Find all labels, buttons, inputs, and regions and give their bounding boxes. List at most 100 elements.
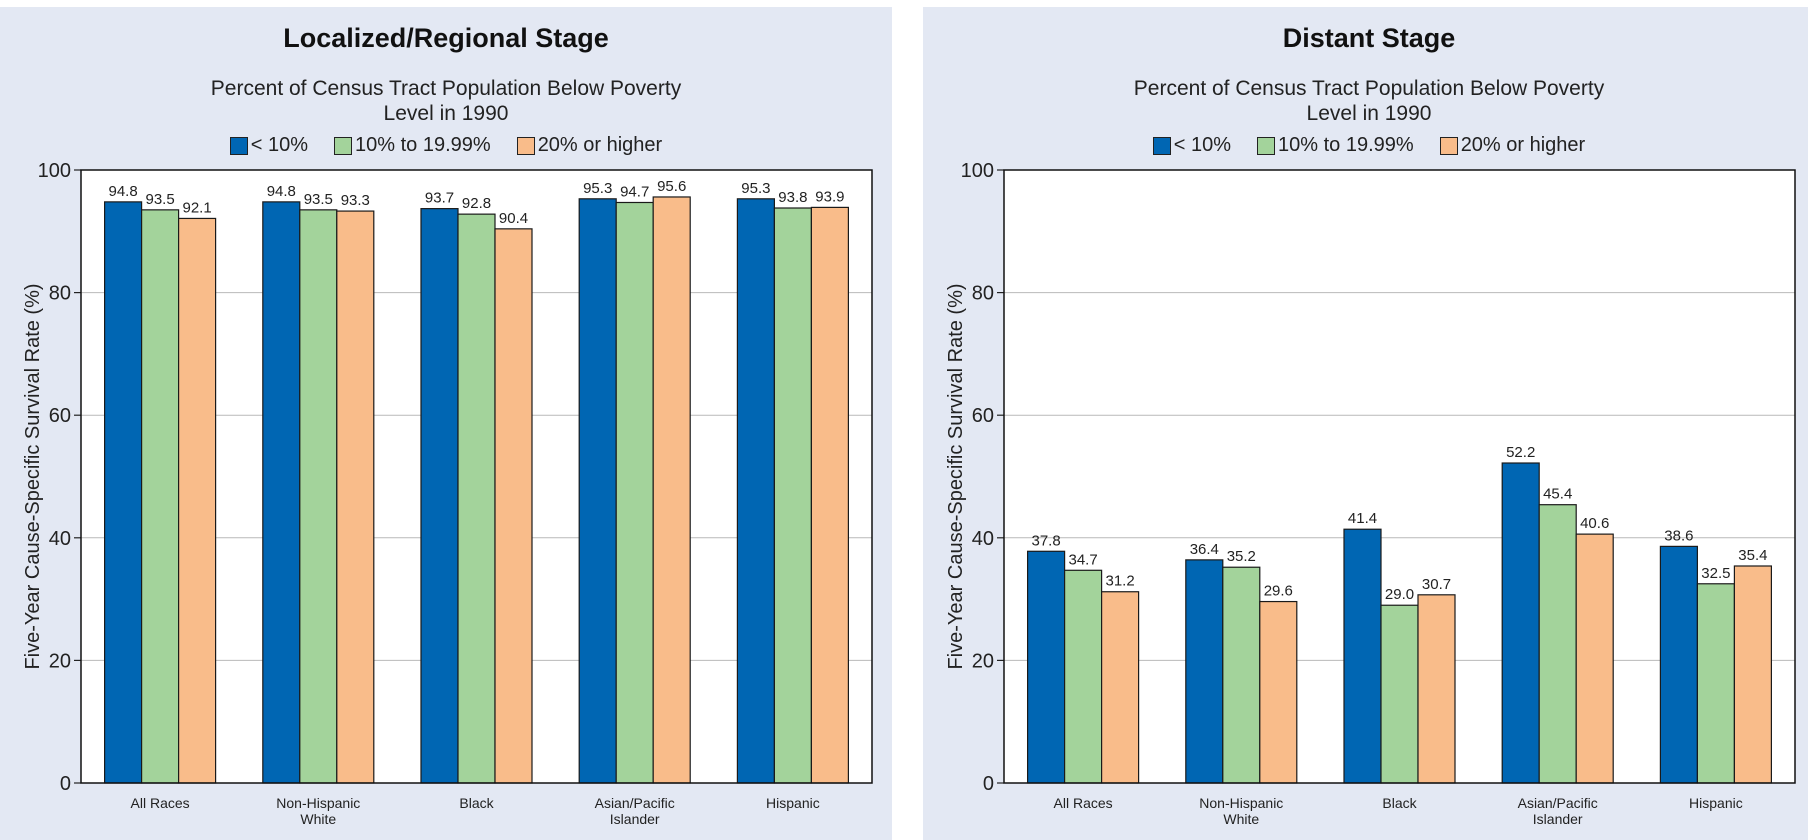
chart-svg-distant: 0 20 40 60 80 100 Five-Year Cause-Specific Sur… (945, 160, 1796, 827)
data-label: 41.4 (1348, 510, 1377, 527)
bar (1101, 591, 1140, 784)
data-label: 52.2 (1506, 444, 1535, 461)
legend-label: 10% to 19.99% (1278, 134, 1414, 156)
data-label: 94.8 (108, 183, 137, 200)
y-tick-label: 80 (972, 283, 994, 305)
bar (1026, 550, 1066, 784)
x-tick-label-line: Asian/Pacific (1518, 795, 1598, 811)
data-label: 38.6 (1664, 527, 1693, 544)
data-label: 93.7 (425, 190, 454, 207)
chart-panel-distant: 0 20 40 60 80 100 Five-Year Cause-Specific Sur… (923, 7, 1808, 840)
legend-label: < 10% (1173, 134, 1232, 156)
bar (1343, 528, 1382, 784)
legend-item: 10% to 19.99% (334, 134, 491, 157)
data-label: 37.8 (1031, 532, 1060, 549)
y-tick-label: 60 (972, 405, 994, 427)
data-label: 90.4 (499, 210, 528, 227)
data-label: 93.3 (341, 192, 370, 209)
x-tick-label-line: Non-Hispanic (1199, 795, 1283, 811)
data-label: 36.4 (1190, 541, 1219, 558)
data-label: 30.7 (1422, 576, 1451, 593)
data-label: 93.8 (778, 189, 807, 206)
y-tick-label: 100 (38, 160, 71, 182)
data-label: 45.4 (1543, 486, 1572, 503)
x-tick-label: Non-Hispanic White (1199, 795, 1283, 827)
bar (299, 209, 338, 784)
data-label: 93.5 (145, 191, 174, 208)
bar (1417, 594, 1456, 784)
y-tick-label: 20 (972, 650, 994, 672)
legend-swatch (516, 136, 535, 155)
bar (736, 198, 776, 784)
x-tick-label-line: Non-Hispanic (276, 795, 360, 811)
plot-border (1003, 169, 1796, 784)
x-tick-label: Asian/Pacific Islander (595, 795, 675, 827)
legend-item: < 10% (229, 134, 309, 157)
chart-title: Distant Stage (1282, 23, 1456, 53)
y-tick-label: 0 (60, 773, 71, 795)
x-tick-label-line: All Races (1054, 795, 1113, 811)
bar (810, 206, 850, 784)
data-label: 95.3 (583, 180, 612, 197)
bar (615, 201, 654, 784)
plot-border (80, 169, 873, 784)
bar (178, 217, 217, 784)
legend-label: 20% or higher (537, 134, 663, 156)
legend-item: 10% to 19.99% (1257, 134, 1414, 157)
x-tick-label-line: White (300, 811, 336, 827)
y-axis-label: Five-Year Cause-Specific Survival Rate (… (945, 283, 967, 669)
x-tick-label: All Races (1054, 795, 1113, 811)
legend-label: < 10% (250, 134, 309, 156)
x-tick-label: Black (1382, 795, 1417, 811)
x-tick-label-line: Asian/Pacific (595, 795, 675, 811)
legend-swatch (1257, 136, 1276, 155)
bar (1733, 565, 1773, 784)
chart-svg-localized: 0 20 40 60 80 100 Five-Year Cause-Specific Sur… (22, 160, 873, 827)
legend-item: 20% or higher (516, 134, 663, 157)
bar (1222, 566, 1261, 784)
bar (578, 198, 617, 784)
data-label: 92.1 (182, 199, 211, 216)
bar (1575, 533, 1614, 784)
data-label: 93.5 (304, 191, 333, 208)
x-tick-label: Black (459, 795, 494, 811)
legend-swatch (334, 136, 353, 155)
y-tick-label: 0 (983, 773, 994, 795)
data-label: 32.5 (1701, 565, 1730, 582)
x-tick-label-line: Islander (610, 811, 660, 827)
x-tick-label-line: Hispanic (1689, 795, 1743, 811)
bar (1696, 583, 1736, 784)
data-label: 40.6 (1580, 515, 1609, 532)
y-tick-label: 100 (961, 160, 994, 182)
chart-panel-localized: 0 20 40 60 80 100 Five-Year Cause-Specific Sur… (0, 7, 892, 840)
bar (652, 196, 691, 784)
data-label: 92.8 (462, 195, 491, 212)
y-tick-label: 80 (49, 283, 71, 305)
bar (103, 201, 143, 784)
legend: < 10% 10% to 19.99% 20% or higher (923, 134, 1808, 157)
x-tick-label: Hispanic (766, 795, 820, 811)
data-label: 31.2 (1105, 573, 1134, 590)
legend-item: 20% or higher (1439, 134, 1585, 157)
chart-title: Localized/Regional Stage (283, 23, 609, 53)
bar (141, 209, 180, 784)
bar (773, 207, 813, 784)
x-tick-label-line: Black (459, 795, 494, 811)
x-tick-label-line: Black (1382, 795, 1417, 811)
data-label: 94.8 (267, 183, 296, 200)
data-label: 35.4 (1738, 547, 1767, 564)
y-tick-label: 40 (972, 528, 994, 550)
x-tick-label: Asian/Pacific Islander (1518, 795, 1598, 827)
chart-subtitle: Percent of Census Tract Population Below… (1133, 77, 1605, 125)
legend-item: < 10% (1152, 134, 1232, 157)
x-tick-label: Non-Hispanic White (276, 795, 360, 827)
legend-swatch (1152, 136, 1171, 155)
legend-swatch (1439, 136, 1458, 155)
legend-label: 10% to 19.99% (355, 134, 491, 156)
bar (336, 210, 375, 784)
bar (1501, 462, 1540, 784)
bar (1538, 504, 1577, 784)
x-tick-label-line: All Races (131, 795, 190, 811)
bar (420, 208, 459, 784)
legend-swatch (229, 136, 248, 155)
